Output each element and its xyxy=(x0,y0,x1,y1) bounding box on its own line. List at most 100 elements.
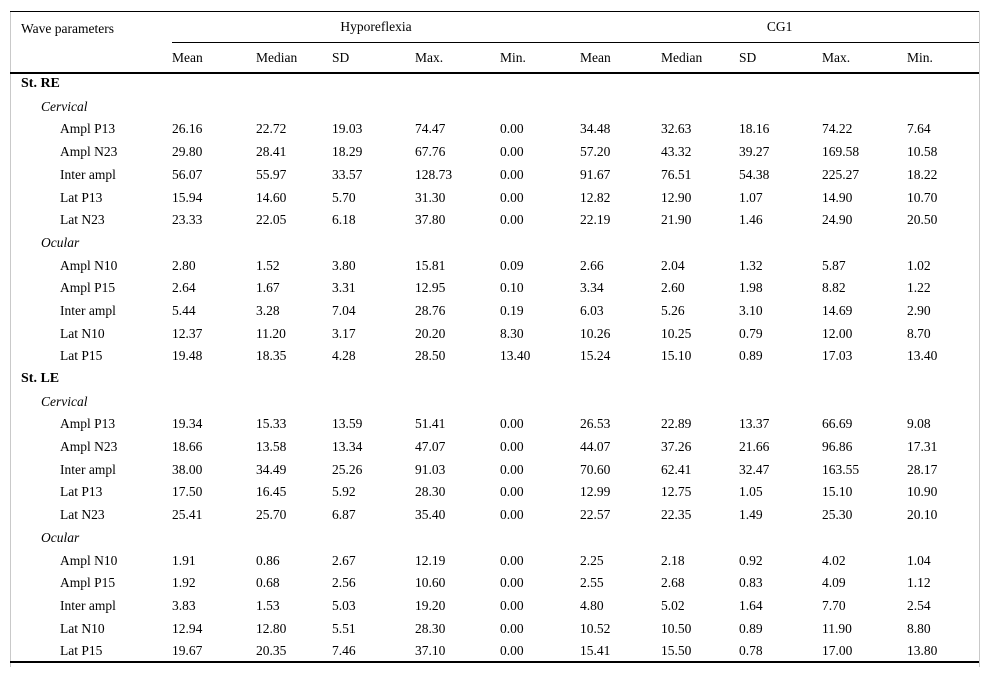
value-cell: 0.83 xyxy=(739,575,763,591)
value-cell: 15.41 xyxy=(580,642,611,658)
value-cell: 6.03 xyxy=(580,302,604,318)
col-header-median-cg1: Median xyxy=(661,42,740,74)
value-cell: 3.17 xyxy=(332,325,356,341)
value-cell: 8.82 xyxy=(822,280,846,296)
value-cell: 4.09 xyxy=(822,575,846,591)
value-cell: 67.76 xyxy=(415,144,446,160)
table-body: St. RE Cervical Ampl P13 26.16 22.72 19.03 74.… xyxy=(10,73,979,663)
value-cell: 128.73 xyxy=(415,166,453,182)
value-cell: 22.19 xyxy=(580,212,611,228)
value-cell: 1.05 xyxy=(739,484,763,500)
value-cell: 21.66 xyxy=(739,439,770,455)
value-cell: 4.28 xyxy=(332,348,356,364)
subsection-title: Cervical xyxy=(41,98,88,114)
col-header-sd-hyporeflexia: SD xyxy=(332,42,415,74)
data-row: Lat N23 25.41 25.70 6.87 35.40 0.00 22.57 22.35… xyxy=(10,504,979,527)
value-cell: 26.16 xyxy=(172,121,203,137)
col-header-median-hyporeflexia: Median xyxy=(256,42,332,74)
data-row: Ampl P15 2.64 1.67 3.31 12.95 0.10 3.34 2.60 1.9… xyxy=(10,277,979,300)
row-label: Lat N23 xyxy=(60,507,105,523)
value-cell: 13.40 xyxy=(907,348,938,364)
value-cell: 43.32 xyxy=(661,144,692,160)
value-cell: 96.86 xyxy=(822,439,853,455)
subsection-row: Ocular xyxy=(10,231,979,254)
value-cell: 13.34 xyxy=(332,439,363,455)
value-cell: 5.44 xyxy=(172,302,196,318)
value-cell: 39.27 xyxy=(739,144,770,160)
value-cell: 24.90 xyxy=(822,212,853,228)
col-header-wave-parameters: Wave parameters xyxy=(10,11,172,74)
row-label: Inter ampl xyxy=(60,597,116,613)
value-cell: 26.53 xyxy=(580,416,611,432)
section-row: St. RE xyxy=(10,73,979,96)
value-cell: 31.30 xyxy=(415,189,446,205)
value-cell: 32.47 xyxy=(739,461,770,477)
subsection-row: Ocular xyxy=(10,526,979,549)
data-row: Inter ampl 3.83 1.53 5.03 19.20 0.00 4.80 5.02 1… xyxy=(10,594,979,617)
value-cell: 1.32 xyxy=(739,257,763,273)
subsection-title: Ocular xyxy=(41,234,80,250)
value-cell: 0.19 xyxy=(500,302,524,318)
value-cell: 8.30 xyxy=(500,325,524,341)
value-cell: 1.98 xyxy=(739,280,763,296)
value-cell: 25.26 xyxy=(332,461,363,477)
value-cell: 5.92 xyxy=(332,484,356,500)
section-title: St. LE xyxy=(21,370,60,386)
value-cell: 47.07 xyxy=(415,439,446,455)
value-cell: 0.10 xyxy=(500,280,524,296)
value-cell: 25.41 xyxy=(172,507,203,523)
value-cell: 3.10 xyxy=(739,302,763,318)
value-cell: 0.00 xyxy=(500,507,524,523)
value-cell: 20.35 xyxy=(256,642,287,658)
value-cell: 55.97 xyxy=(256,166,287,182)
value-cell: 12.75 xyxy=(661,484,692,500)
value-cell: 14.90 xyxy=(822,189,853,205)
value-cell: 21.90 xyxy=(661,212,692,228)
value-cell: 34.49 xyxy=(256,461,287,477)
value-cell: 44.07 xyxy=(580,439,611,455)
row-label: Ampl P13 xyxy=(60,121,116,137)
section-title: St. RE xyxy=(21,76,60,92)
data-row: Lat P15 19.48 18.35 4.28 28.50 13.40 15.24 15.1… xyxy=(10,345,979,368)
value-cell: 19.67 xyxy=(172,642,203,658)
value-cell: 5.70 xyxy=(332,189,356,205)
value-cell: 18.35 xyxy=(256,348,287,364)
value-cell: 0.00 xyxy=(500,189,524,205)
value-cell: 23.33 xyxy=(172,212,203,228)
data-row: Ampl N10 2.80 1.52 3.80 15.81 0.09 2.66 2.04 1.3… xyxy=(10,254,979,277)
subsection-row: Cervical xyxy=(10,390,979,413)
value-cell: 12.90 xyxy=(661,189,692,205)
value-cell: 28.50 xyxy=(415,348,446,364)
group-header-hyporeflexia: Hyporeflexia xyxy=(172,11,581,43)
wave-parameters-table: Wave parameters Hyporeflexia CG1 Mean Me… xyxy=(10,11,980,664)
value-cell: 7.46 xyxy=(332,642,356,658)
value-cell: 0.79 xyxy=(739,325,763,341)
value-cell: 12.94 xyxy=(172,620,203,636)
value-cell: 19.03 xyxy=(332,121,363,137)
value-cell: 91.67 xyxy=(580,166,611,182)
value-cell: 3.80 xyxy=(332,257,356,273)
value-cell: 5.02 xyxy=(661,597,685,613)
value-cell: 2.54 xyxy=(907,597,931,613)
value-cell: 1.53 xyxy=(256,597,280,613)
value-cell: 0.00 xyxy=(500,121,524,137)
value-cell: 10.60 xyxy=(415,575,446,591)
value-cell: 0.68 xyxy=(256,575,280,591)
value-cell: 10.58 xyxy=(907,144,938,160)
value-cell: 74.22 xyxy=(822,121,853,137)
row-label: Lat N23 xyxy=(60,212,105,228)
value-cell: 2.90 xyxy=(907,302,931,318)
value-cell: 12.19 xyxy=(415,552,446,568)
value-cell: 22.57 xyxy=(580,507,611,523)
value-cell: 1.52 xyxy=(256,257,280,273)
col-header-mean-cg1: Mean xyxy=(580,42,662,74)
value-cell: 0.00 xyxy=(500,144,524,160)
row-label: Ampl N23 xyxy=(60,144,118,160)
value-cell: 15.24 xyxy=(580,348,611,364)
value-cell: 1.64 xyxy=(739,597,763,613)
value-cell: 5.26 xyxy=(661,302,685,318)
row-label: Lat P13 xyxy=(60,484,103,500)
value-cell: 17.03 xyxy=(822,348,853,364)
stat-header-row: Mean Median SD Max. Min. Mean Median SD … xyxy=(10,42,980,74)
